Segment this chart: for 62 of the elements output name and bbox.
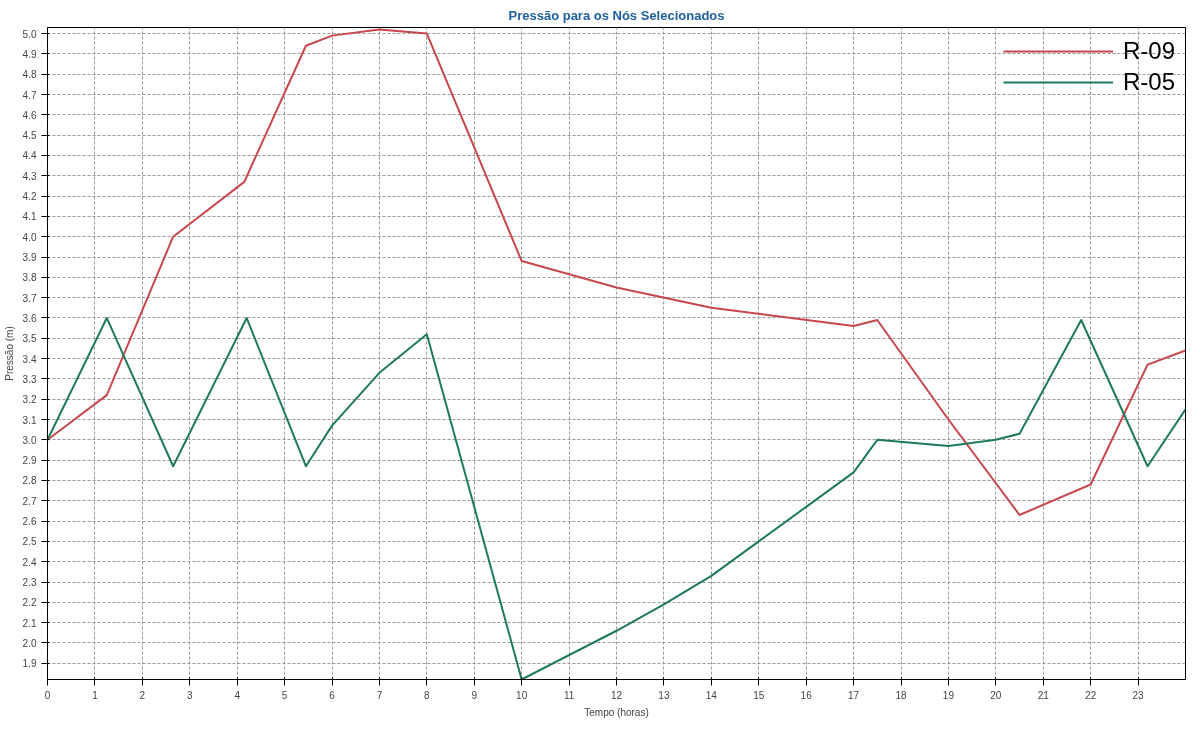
x-tick-label: 20: [990, 689, 1002, 701]
y-tick-label: 3.8: [22, 272, 37, 284]
y-tick-label: 4.2: [22, 191, 37, 203]
x-tick-label: 23: [1132, 689, 1145, 701]
x-tick-label: 13: [658, 689, 670, 701]
y-tick-label: 2.5: [22, 536, 37, 548]
line-series: [47, 28, 1186, 516]
x-tick-label: 18: [895, 689, 907, 701]
legend-label: R-05: [1122, 68, 1175, 96]
y-tick-label: 4.9: [22, 48, 37, 60]
x-tick-label: 5: [281, 689, 288, 701]
x-tick-label: 8: [424, 689, 431, 701]
x-tick-label: 15: [753, 689, 765, 701]
y-tick-label: 3.9: [22, 252, 37, 264]
x-tick-label: 21: [1037, 689, 1050, 701]
y-tick-label: 2.0: [22, 637, 37, 649]
y-tick-label: 4.7: [22, 89, 37, 101]
y-tick-label: 2.7: [22, 495, 37, 507]
x-tick-label: 6: [329, 689, 336, 701]
x-tick-label: 12: [610, 689, 623, 701]
y-tick-label: 3.2: [22, 394, 37, 406]
x-tick-label: 2: [139, 689, 146, 701]
x-tick-label: 1: [92, 689, 99, 701]
x-tick-label: 19: [942, 689, 955, 701]
x-tick-label: 0: [44, 689, 51, 701]
x-tick-label: 16: [800, 689, 813, 701]
y-tick-label: 3.5: [22, 333, 37, 345]
y-tick-label: 3.1: [22, 414, 37, 426]
x-tick-label: 22: [1085, 689, 1097, 701]
legend-label: R-09: [1122, 37, 1175, 65]
y-tick-label: 4.4: [22, 150, 37, 162]
y-tick-label: 3.6: [22, 312, 37, 324]
x-tick-label: 14: [705, 689, 718, 701]
y-tick-label: 2.4: [22, 556, 37, 568]
y-tick-label: 4.0: [22, 231, 37, 243]
y-tick-label: 4.1: [22, 211, 37, 223]
x-tick-label: 10: [516, 689, 528, 701]
y-tick-label: 4.8: [22, 69, 37, 81]
y-tick-label: 2.8: [22, 475, 37, 487]
y-tick-label: 3.4: [22, 353, 37, 365]
x-tick-label: 4: [234, 689, 241, 701]
y-tick-label: 2.6: [22, 516, 37, 528]
y-tick-label: 4.5: [22, 130, 37, 142]
y-tick-label: 3.7: [22, 292, 37, 304]
y-tick-label: 2.3: [22, 577, 37, 588]
y-axis-title: Pressão (m): [3, 326, 15, 381]
y-tick-label: 2.2: [22, 597, 37, 609]
x-tick-label: 9: [471, 689, 478, 701]
y-tick-label: 2.1: [22, 617, 37, 629]
x-axis-title: Tempo (horas): [584, 706, 649, 718]
chart-title: Pressão para os Nós Selecionados: [508, 7, 725, 23]
x-tick-label: 7: [376, 689, 383, 701]
y-tick-label: 2.9: [22, 455, 37, 467]
y-tick-label: 3.3: [22, 373, 37, 385]
x-tick-label: 11: [563, 689, 575, 701]
y-tick-label: 4.3: [22, 170, 37, 182]
y-tick-label: 1.9: [22, 658, 37, 670]
y-tick-label: 5.0: [22, 28, 37, 40]
y-tick-label: 3.0: [22, 434, 37, 446]
y-tick-label: 4.6: [22, 109, 37, 121]
x-tick-label: 3: [186, 689, 193, 701]
x-tick-label: 17: [848, 689, 860, 701]
